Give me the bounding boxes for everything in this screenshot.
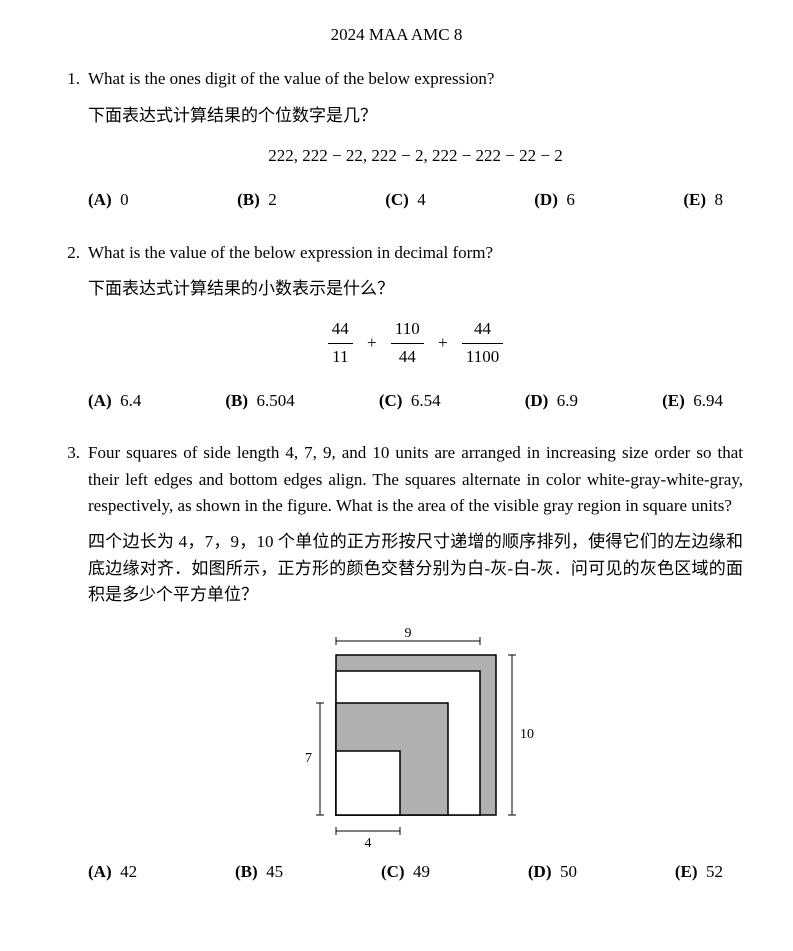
choice-b: (B) 2 (237, 187, 277, 213)
choice-a: (A) 0 (88, 187, 129, 213)
choice-e: (E) 6.94 (662, 388, 723, 414)
choice-b: (B) 6.504 (225, 388, 294, 414)
problem-text-cn: 下面表达式计算结果的个位数字是几？ (88, 103, 743, 129)
fraction-2: 110 44 (391, 316, 424, 370)
choice-e: (E) 52 (675, 859, 723, 885)
problem-number: 3. (50, 440, 88, 884)
fraction-1: 44 11 (328, 316, 353, 370)
problem-body: What is the value of the below expressio… (88, 240, 743, 415)
choice-e: (E) 8 (683, 187, 723, 213)
problem-number: 2. (50, 240, 88, 415)
problem-text-en: What is the value of the below expressio… (88, 240, 743, 266)
choice-d: (D) 6.9 (525, 388, 578, 414)
fraction-3: 44 1100 (462, 316, 503, 370)
problem-2: 2. What is the value of the below expres… (50, 240, 743, 415)
choice-b: (B) 45 (235, 859, 283, 885)
choice-d: (D) 50 (528, 859, 577, 885)
problem-expression: 222, 222 − 22, 222 − 2, 222 − 222 − 22 −… (88, 143, 743, 169)
svg-text:10: 10 (520, 727, 534, 742)
problem-text-cn: 下面表达式计算结果的小数表示是什么？ (88, 276, 743, 302)
squares-diagram: 9 10 7 4 (296, 623, 536, 847)
choice-c: (C) 49 (381, 859, 430, 885)
choice-d: (D) 6 (534, 187, 575, 213)
choice-a: (A) 42 (88, 859, 137, 885)
svg-text:7: 7 (305, 751, 312, 766)
answer-choices: (A) 0 (B) 2 (C) 4 (D) 6 (E) 8 (88, 187, 743, 213)
answer-choices: (A) 6.4 (B) 6.504 (C) 6.54 (D) 6.9 (E) 6… (88, 388, 743, 414)
problem-body: What is the ones digit of the value of t… (88, 66, 743, 213)
problem-text-en: Four squares of side length 4, 7, 9, and… (88, 440, 743, 519)
answer-choices: (A) 42 (B) 45 (C) 49 (D) 50 (E) 52 (88, 859, 743, 885)
problem-3: 3. Four squares of side length 4, 7, 9, … (50, 440, 743, 884)
problem-1: 1. What is the ones digit of the value o… (50, 66, 743, 213)
problem-number: 1. (50, 66, 88, 213)
problem-text-en: What is the ones digit of the value of t… (88, 66, 743, 92)
choice-c: (C) 4 (385, 187, 426, 213)
choice-a: (A) 6.4 (88, 388, 141, 414)
problem-expression: 44 11 + 110 44 + 44 1100 (88, 316, 743, 370)
problem-body: Four squares of side length 4, 7, 9, and… (88, 440, 743, 884)
plus-icon: + (432, 333, 454, 352)
problem-text-cn: 四个边长为 4，7，9，10 个单位的正方形按尺寸递增的顺序排列，使得它们的左边… (88, 529, 743, 608)
page-title: 2024 MAA AMC 8 (50, 22, 743, 48)
problem-figure: 9 10 7 4 (88, 623, 743, 847)
choice-c: (C) 6.54 (379, 388, 441, 414)
plus-icon: + (361, 333, 383, 352)
svg-text:9: 9 (404, 626, 411, 641)
svg-text:4: 4 (364, 836, 371, 847)
